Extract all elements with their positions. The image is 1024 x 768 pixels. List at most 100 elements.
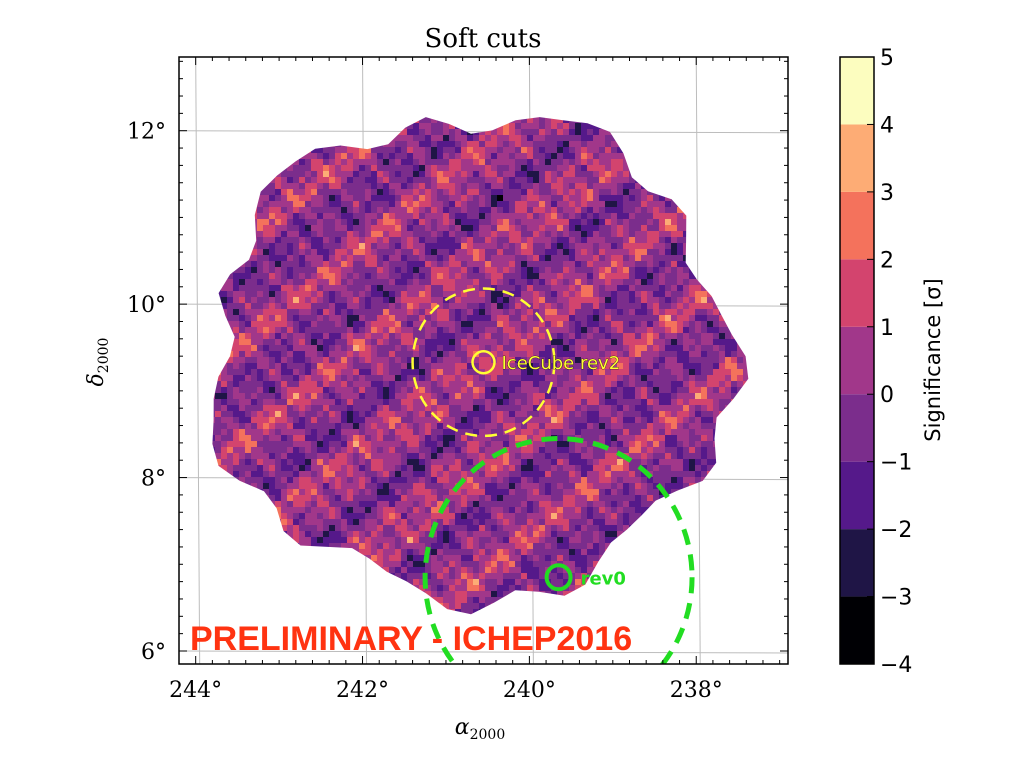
heatmap-cell — [449, 315, 455, 321]
heatmap-cell — [689, 369, 695, 375]
heatmap-cell — [695, 399, 701, 405]
heatmap-cell — [677, 309, 683, 315]
heatmap-cell — [437, 201, 443, 207]
heatmap-cell — [503, 165, 509, 171]
heatmap-cell — [581, 411, 587, 417]
heatmap-cell — [641, 201, 647, 207]
heatmap-cell — [473, 405, 479, 411]
heatmap-cell — [467, 213, 473, 219]
heatmap-cell — [587, 285, 593, 291]
heatmap-cell — [623, 321, 629, 327]
heatmap-cell — [287, 165, 293, 171]
heatmap-cell — [239, 303, 245, 309]
heatmap-cell — [443, 357, 449, 363]
heatmap-cell — [689, 363, 695, 369]
heatmap-cell — [575, 273, 581, 279]
heatmap-cell — [497, 129, 503, 135]
heatmap-cell — [413, 393, 419, 399]
heatmap-cell — [389, 381, 395, 387]
heatmap-cell — [581, 345, 587, 351]
heatmap-cell — [527, 333, 533, 339]
heatmap-cell — [293, 183, 299, 189]
heatmap-cell — [389, 411, 395, 417]
heatmap-cell — [503, 435, 509, 441]
heatmap-cell — [641, 363, 647, 369]
heatmap-cell — [629, 423, 635, 429]
heatmap-cell — [659, 321, 665, 327]
heatmap-cell — [485, 231, 491, 237]
heatmap-cell — [575, 279, 581, 285]
heatmap-cell — [497, 237, 503, 243]
heatmap-cell — [449, 273, 455, 279]
heatmap-cell — [653, 243, 659, 249]
heatmap-cell — [347, 273, 353, 279]
heatmap-cell — [461, 129, 467, 135]
heatmap-cell — [371, 261, 377, 267]
heatmap-cell — [605, 315, 611, 321]
heatmap-cell — [407, 447, 413, 453]
heatmap-cell — [587, 243, 593, 249]
heatmap-cell — [467, 315, 473, 321]
heatmap-cell — [659, 285, 665, 291]
heatmap-cell — [335, 195, 341, 201]
heatmap-cell — [239, 453, 245, 459]
heatmap-cell — [299, 183, 305, 189]
heatmap-cell — [329, 255, 335, 261]
heatmap-cell — [371, 387, 377, 393]
heatmap-cell — [281, 429, 287, 435]
heatmap-cell — [653, 297, 659, 303]
heatmap-cell — [407, 387, 413, 393]
heatmap-cell — [683, 315, 689, 321]
heatmap-cell — [479, 153, 485, 159]
heatmap-cell — [497, 369, 503, 375]
heatmap-cell — [443, 285, 449, 291]
heatmap-cell — [557, 231, 563, 237]
heatmap-cell — [329, 147, 335, 153]
heatmap-cell — [443, 207, 449, 213]
heatmap-cell — [329, 195, 335, 201]
heatmap-cell — [377, 297, 383, 303]
heatmap-cell — [251, 381, 257, 387]
heatmap-cell — [509, 141, 515, 147]
heatmap-cell — [641, 219, 647, 225]
heatmap-cell — [269, 243, 275, 249]
heatmap-cell — [395, 453, 401, 459]
heatmap-cell — [599, 147, 605, 153]
heatmap-cell — [275, 255, 281, 261]
heatmap-cell — [275, 351, 281, 357]
heatmap-cell — [707, 375, 713, 381]
heatmap-cell — [671, 435, 677, 441]
heatmap-cell — [539, 369, 545, 375]
heatmap-cell — [479, 207, 485, 213]
heatmap-cell — [359, 297, 365, 303]
heatmap-cell — [419, 147, 425, 153]
heatmap-cell — [461, 441, 467, 447]
heatmap-cell — [305, 345, 311, 351]
heatmap-cell — [293, 195, 299, 201]
heatmap-cell — [413, 249, 419, 255]
heatmap-cell — [425, 393, 431, 399]
heatmap-cell — [293, 441, 299, 447]
heatmap-cell — [629, 177, 635, 183]
heatmap-cell — [245, 375, 251, 381]
heatmap-cell — [419, 327, 425, 333]
heatmap-cell — [731, 363, 737, 369]
heatmap-cell — [353, 339, 359, 345]
heatmap-cell — [617, 399, 623, 405]
heatmap-cell — [671, 393, 677, 399]
heatmap-cell — [341, 411, 347, 417]
heatmap-cell — [581, 129, 587, 135]
heatmap-cell — [557, 141, 563, 147]
heatmap-cell — [449, 279, 455, 285]
heatmap-cell — [371, 333, 377, 339]
heatmap-cell — [623, 429, 629, 435]
heatmap-cell — [641, 369, 647, 375]
heatmap-cell — [221, 441, 227, 447]
heatmap-cell — [335, 357, 341, 363]
heatmap-cell — [293, 399, 299, 405]
heatmap-cell — [341, 165, 347, 171]
heatmap-cell — [269, 381, 275, 387]
heatmap-cell — [719, 381, 725, 387]
heatmap-cell — [587, 375, 593, 381]
heatmap-cell — [305, 309, 311, 315]
